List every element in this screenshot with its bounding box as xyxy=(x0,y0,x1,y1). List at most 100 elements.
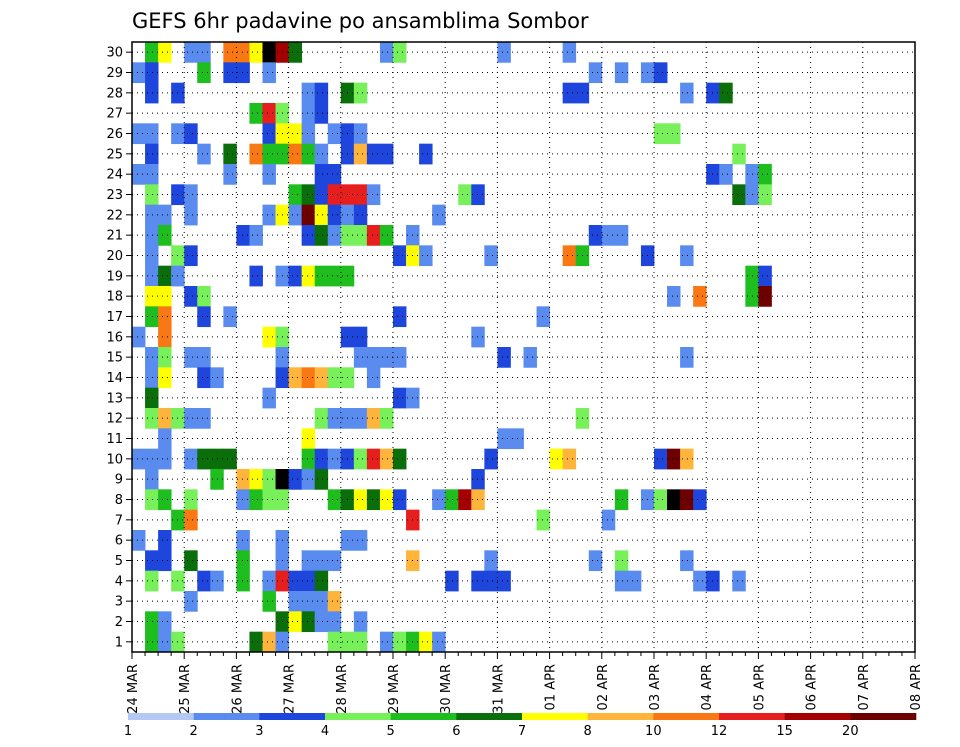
heatmap-cell xyxy=(132,326,146,348)
x-tick-label: 28 MAR xyxy=(335,664,350,714)
heatmap-cell xyxy=(327,631,342,653)
heatmap-cell xyxy=(249,103,263,124)
y-tick-label: 28 xyxy=(106,86,123,101)
heatmap-cell xyxy=(184,550,198,572)
heatmap-cell xyxy=(262,591,276,612)
heatmap-cell xyxy=(327,225,342,246)
heatmap-cell xyxy=(288,204,303,226)
heatmap-cell xyxy=(353,82,368,104)
heatmap-cell xyxy=(262,123,276,145)
heatmap-cell xyxy=(145,286,159,307)
heatmap-cell xyxy=(288,367,303,389)
heatmap-cell xyxy=(158,550,172,572)
heatmap-cell xyxy=(236,62,250,84)
heatmap-cell xyxy=(327,611,342,633)
heatmap-cell xyxy=(184,184,198,206)
heatmap-cell xyxy=(236,469,250,490)
heatmap-cell xyxy=(145,245,159,267)
heatmap-cell xyxy=(301,550,316,572)
heatmap-cell xyxy=(158,631,172,653)
colorbar-swatch xyxy=(522,713,588,720)
heatmap-cell xyxy=(327,489,342,511)
y-tick-label: 10 xyxy=(106,452,123,467)
heatmap-cell xyxy=(145,265,159,287)
heatmap-cell xyxy=(758,286,772,307)
y-tick-label: 16 xyxy=(106,330,123,345)
heatmap-cell xyxy=(719,164,733,185)
heatmap-cell xyxy=(145,387,159,409)
heatmap-cell xyxy=(379,42,394,63)
y-tick-label: 21 xyxy=(106,229,123,244)
heatmap-cell xyxy=(327,184,342,206)
heatmap-cell xyxy=(432,204,446,226)
colorbar-label: 5 xyxy=(387,724,395,739)
heatmap-cell xyxy=(458,489,472,511)
heatmap-cell xyxy=(484,448,498,470)
y-tick-label: 19 xyxy=(106,269,123,284)
gridlines xyxy=(132,42,915,652)
heatmap-cell xyxy=(366,347,381,368)
heatmap-cell xyxy=(249,42,263,63)
heatmap-cell xyxy=(314,82,329,104)
heatmap-cell xyxy=(732,143,746,165)
heatmap-cell xyxy=(353,611,368,633)
heatmap-cell xyxy=(353,631,368,653)
heatmap-cell xyxy=(249,265,263,287)
heatmap-cell xyxy=(184,123,198,145)
heatmap-cell xyxy=(379,143,394,165)
heatmap-cell xyxy=(484,570,498,592)
heatmap-cell xyxy=(288,570,303,592)
heatmap-cell xyxy=(366,225,381,246)
heatmap-cell xyxy=(184,408,198,429)
heatmap-cell xyxy=(732,184,746,206)
y-tick-label: 23 xyxy=(106,188,123,203)
y-tick-label: 29 xyxy=(106,66,123,81)
heatmap-cell xyxy=(158,347,172,368)
colorbar-label: 2 xyxy=(190,724,198,739)
heatmap-cell xyxy=(614,225,629,246)
heatmap-cell xyxy=(432,489,446,511)
heatmap-cell xyxy=(353,143,368,165)
y-tick-label: 25 xyxy=(106,147,123,162)
heatmap-cell xyxy=(249,225,263,246)
heatmap-cell xyxy=(301,225,316,246)
heatmap-cell xyxy=(393,42,407,63)
heatmap-cell xyxy=(314,367,329,389)
heatmap-cell xyxy=(197,42,211,63)
heatmap-cell xyxy=(680,550,694,572)
heatmap-cell xyxy=(158,326,172,348)
heatmap-cell xyxy=(145,204,159,226)
heatmap-cell xyxy=(379,225,394,246)
heatmap-cell xyxy=(145,611,159,633)
heatmap-cell xyxy=(327,408,342,429)
heatmap-cell xyxy=(145,570,159,592)
x-tick-label: 06 APR xyxy=(805,664,820,710)
y-tick-label: 22 xyxy=(106,208,123,223)
x-tick-label: 01 APR xyxy=(544,664,559,710)
heatmap-cell xyxy=(145,448,159,470)
heatmap-cell xyxy=(145,123,159,145)
heatmap-cell xyxy=(223,42,237,63)
colorbar-swatch xyxy=(587,713,654,720)
heatmap-cell xyxy=(327,265,342,287)
heatmap-cell xyxy=(314,570,329,592)
heatmap-cell xyxy=(614,570,629,592)
y-tick-label: 11 xyxy=(106,432,123,447)
heatmap-cell xyxy=(301,184,316,206)
y-tick-label: 14 xyxy=(106,371,123,386)
heatmap-cell xyxy=(158,306,172,328)
heatmap-cell xyxy=(497,347,511,368)
heatmap-cell xyxy=(366,184,381,206)
y-tick-label: 8 xyxy=(115,493,123,508)
heatmap-cell xyxy=(262,387,276,409)
heatmap-cell xyxy=(197,408,211,429)
colorbar-label: 8 xyxy=(584,724,592,739)
heatmap-cell xyxy=(158,286,172,307)
heatmap-cell xyxy=(627,570,642,592)
y-tick-label: 26 xyxy=(106,127,123,142)
heatmap-cell xyxy=(484,245,498,267)
heatmap-cell xyxy=(497,570,511,592)
heatmap-cell xyxy=(366,408,381,429)
x-tick-label: 02 APR xyxy=(596,664,611,710)
heatmap-cell xyxy=(262,469,276,490)
